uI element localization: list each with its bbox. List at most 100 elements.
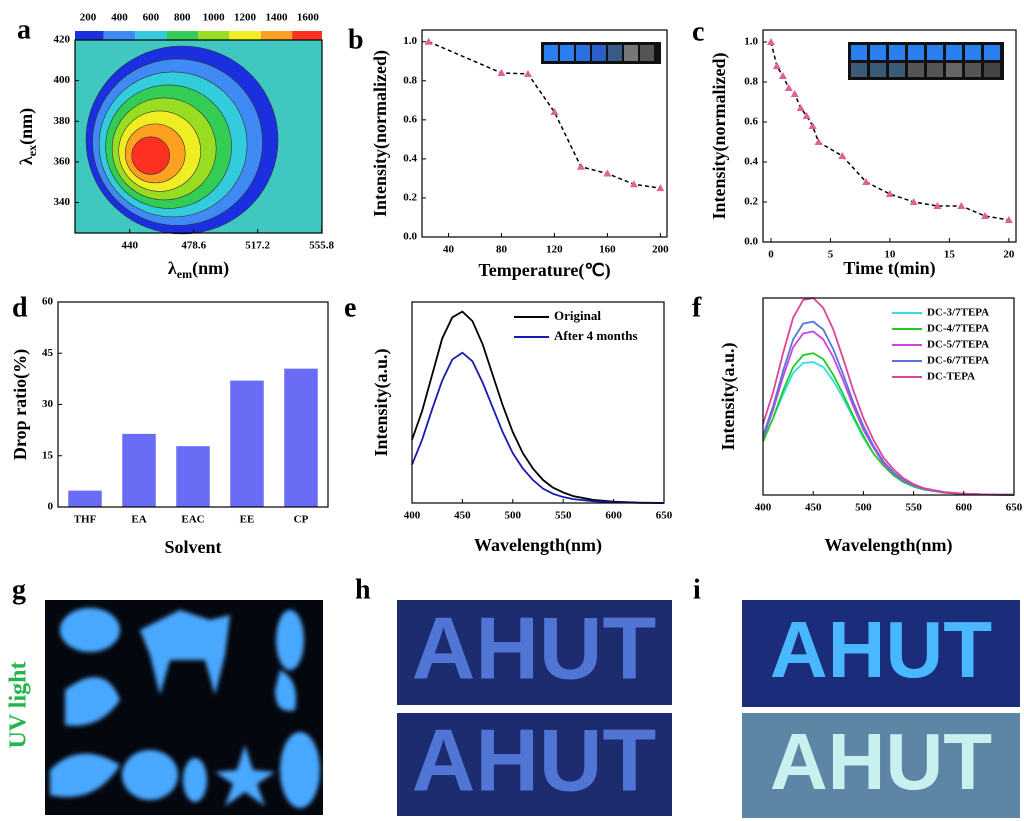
contour-level: [131, 136, 171, 175]
x-tick-label: 450: [805, 502, 822, 514]
colorbar-cell: [135, 31, 167, 40]
colorbar-cell: [166, 31, 198, 40]
x-tick-label: 80: [496, 244, 508, 256]
data-point: [603, 169, 612, 177]
y-tick-label: 0.4: [403, 152, 417, 164]
axis-title: Intensity(a.u.): [371, 348, 392, 456]
colorbar-label: 200: [80, 12, 97, 24]
data-point: [656, 184, 665, 192]
panel-label: e: [344, 292, 356, 323]
x-tick-label: 400: [404, 510, 421, 522]
colorbar-cell: [260, 31, 293, 40]
data-point: [885, 190, 894, 197]
x-tick-label: 478.6: [181, 240, 206, 252]
x-tick-label: EE: [240, 514, 255, 526]
colorbar-label: 400: [111, 12, 128, 24]
x-tick-label: 15: [944, 249, 956, 261]
photo-caption: UV light: [6, 662, 32, 749]
y-tick-label: 340: [54, 196, 71, 208]
x-tick-label: EA: [131, 514, 146, 526]
colorbar-cell: [75, 31, 104, 40]
photo-text: AHUT: [412, 598, 656, 697]
y-tick-label: 0.8: [744, 76, 758, 88]
x-tick-label: 120: [546, 244, 563, 256]
legend-label: DC-4/7TEPA: [927, 323, 989, 335]
photo-h: AHUT AHUT: [397, 598, 672, 816]
legend-label: After 4 months: [554, 328, 638, 343]
y-tick-label: 380: [54, 115, 71, 127]
legend-label: DC-6/7TEPA: [927, 355, 989, 367]
series-line: [762, 352, 1015, 496]
axis-title: λex(nm): [16, 108, 39, 165]
data-point: [909, 198, 918, 205]
axis-title: Intensity(normalized): [709, 53, 730, 220]
legend-label: DC-5/7TEPA: [927, 339, 989, 351]
axis-title-part: em: [177, 267, 192, 281]
bar: [176, 446, 210, 507]
data-point: [550, 108, 559, 116]
colorbar-label: 1000: [203, 12, 226, 24]
axis-title: Wavelength(nm): [474, 535, 602, 556]
data-point: [766, 38, 775, 45]
data-point: [933, 202, 942, 209]
data-point: [523, 69, 532, 77]
axis-title: Wavelength(nm): [825, 535, 953, 556]
axis-title-part: λ: [16, 156, 36, 165]
data-point: [802, 112, 811, 119]
x-tick-label: 517.2: [245, 240, 270, 252]
y-tick-label: 0.2: [744, 196, 758, 208]
colorbar-label: 1400: [265, 12, 288, 24]
x-tick-label: 650: [656, 510, 673, 522]
y-tick-label: 0.6: [744, 116, 758, 128]
y-tick-label: 360: [54, 155, 71, 167]
y-tick-label: 1.0: [403, 35, 417, 47]
panel-label: a: [17, 14, 31, 45]
x-tick-label: 500: [505, 510, 522, 522]
axis-title-part: ex: [25, 145, 39, 156]
x-tick-label: 5: [828, 249, 834, 261]
x-tick-label: 500: [855, 502, 872, 514]
x-tick-label: 555.8: [309, 240, 334, 252]
data-point: [808, 122, 817, 129]
data-point: [1004, 216, 1013, 223]
data-point: [814, 138, 823, 145]
x-tick-label: 550: [555, 510, 572, 522]
photo-text: AHUT: [770, 605, 992, 694]
axis-title: Drop ratio(%): [10, 349, 31, 460]
data-point: [497, 68, 506, 76]
axis-title: Time t(min): [843, 258, 935, 279]
y-tick-label: 0: [48, 501, 54, 513]
x-tick-label: CP: [294, 514, 309, 526]
x-tick-label: 400: [755, 502, 772, 514]
colorbar-label: 800: [174, 12, 191, 24]
x-tick-label: 650: [1006, 502, 1023, 514]
y-tick-label: 0.8: [403, 74, 417, 86]
axis-title-part: (nm): [16, 108, 37, 145]
y-tick-label: 0.2: [403, 191, 417, 203]
axis-title: Intensity(a.u.): [718, 342, 739, 450]
panel-label: b: [348, 24, 364, 55]
y-tick-label: 30: [42, 398, 54, 410]
legend-label: Original: [554, 308, 601, 323]
colorbar-cell: [292, 31, 322, 40]
plot-frame: [411, 301, 665, 504]
y-tick-label: 0.4: [744, 156, 758, 168]
colorbar-cell: [229, 31, 261, 40]
data-point: [796, 104, 805, 111]
x-tick-label: 550: [905, 502, 922, 514]
colorbar-label: 1200: [234, 12, 257, 24]
x-tick-label: 450: [454, 510, 471, 522]
data-point: [772, 62, 781, 69]
panel-label: c: [692, 16, 704, 47]
panel-label: f: [692, 292, 702, 323]
x-tick-label: 160: [599, 244, 616, 256]
photo-g: UV light: [6, 600, 323, 815]
series-line: [762, 361, 1015, 496]
photo-text: AHUT: [770, 717, 992, 806]
y-tick-label: 1.0: [744, 36, 758, 48]
photo-text: AHUT: [412, 710, 656, 809]
y-tick-label: 0.0: [744, 236, 758, 248]
data-point: [784, 84, 793, 91]
legend-label: DC-TEPA: [927, 371, 975, 383]
